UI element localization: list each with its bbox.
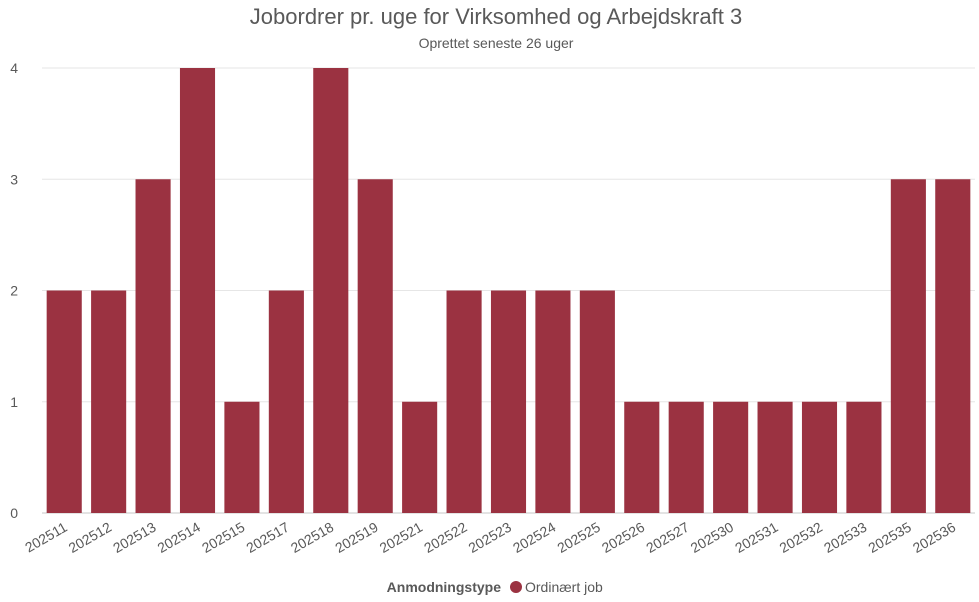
x-tick-label-202536: 202536 — [910, 519, 959, 556]
bar-202512[interactable] — [91, 290, 127, 514]
x-tick-label-202514: 202514 — [155, 519, 204, 556]
bar-202533[interactable] — [846, 401, 882, 513]
x-tick-label-202533: 202533 — [821, 519, 870, 556]
bar-202527[interactable] — [668, 401, 704, 513]
bar-202515[interactable] — [224, 401, 260, 513]
bar-202535[interactable] — [890, 179, 926, 513]
x-tick-label-202518: 202518 — [288, 519, 337, 556]
bar-202517[interactable] — [268, 290, 304, 514]
bar-202525[interactable] — [579, 290, 615, 514]
bar-202531[interactable] — [757, 401, 793, 513]
y-tick-label: 2 — [10, 283, 18, 299]
bar-202519[interactable] — [357, 179, 393, 513]
x-tick-label-202515: 202515 — [199, 519, 248, 556]
bar-202513[interactable] — [135, 179, 171, 513]
x-tick-label-202527: 202527 — [643, 519, 692, 556]
bar-202518[interactable] — [313, 68, 349, 513]
bar-202523[interactable] — [490, 290, 527, 514]
x-tick-label-202535: 202535 — [865, 519, 914, 556]
x-tick-label-202531: 202531 — [732, 519, 781, 556]
y-axis-ticks: 0 1 2 3 4 — [10, 60, 18, 521]
y-tick-label: 1 — [10, 394, 18, 410]
chart-subtitle: Oprettet seneste 26 uger — [419, 35, 574, 51]
bar-202536[interactable] — [935, 179, 971, 513]
bar-202514[interactable] — [179, 68, 216, 513]
chart-title: Jobordrer pr. uge for Virksomhed og Arbe… — [250, 4, 742, 29]
legend[interactable]: Anmodningstype Ordinært job — [387, 579, 603, 595]
bar-202524[interactable] — [535, 290, 571, 514]
bar-202521[interactable] — [402, 401, 438, 513]
legend-marker — [510, 581, 522, 593]
bar-202511[interactable] — [46, 290, 82, 514]
bar-202532[interactable] — [801, 401, 838, 513]
x-tick-label-202523: 202523 — [466, 519, 515, 556]
bar-202522[interactable] — [446, 290, 482, 514]
bars — [46, 68, 971, 514]
y-tick-label: 3 — [10, 171, 18, 187]
legend-title: Anmodningstype — [387, 579, 502, 595]
x-tick-label-202532: 202532 — [777, 519, 826, 556]
x-tick-label-202522: 202522 — [421, 519, 470, 556]
x-tick-label-202519: 202519 — [332, 519, 381, 556]
x-tick-label-202525: 202525 — [554, 519, 603, 556]
bar-202530[interactable] — [713, 401, 749, 513]
x-tick-label-202524: 202524 — [510, 519, 559, 556]
x-axis-ticks: 2025112025122025132025142025152025172025… — [22, 519, 958, 556]
y-tick-label: 4 — [10, 60, 18, 76]
bar-202526[interactable] — [624, 401, 660, 513]
x-tick-label-202511: 202511 — [22, 519, 70, 556]
y-tick-label: 0 — [10, 505, 18, 521]
x-tick-label-202512: 202512 — [66, 519, 115, 556]
x-tick-label-202521: 202521 — [377, 519, 426, 556]
legend-item-ordinaert-job[interactable]: Ordinært job — [525, 579, 603, 595]
x-tick-label-202513: 202513 — [110, 519, 159, 556]
x-tick-label-202530: 202530 — [688, 519, 737, 556]
x-tick-label-202517: 202517 — [243, 519, 292, 556]
x-tick-label-202526: 202526 — [599, 519, 648, 556]
